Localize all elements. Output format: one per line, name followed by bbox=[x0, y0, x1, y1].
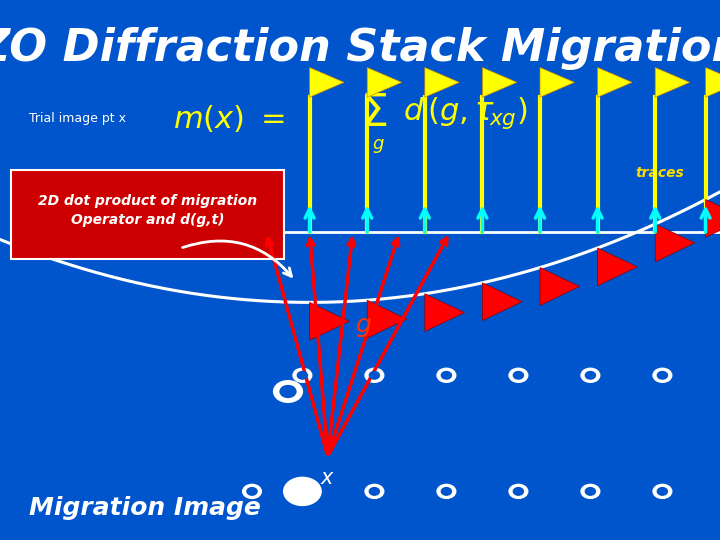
Polygon shape bbox=[706, 199, 720, 237]
Text: Migration Image: Migration Image bbox=[29, 496, 261, 519]
Circle shape bbox=[369, 488, 379, 495]
Circle shape bbox=[297, 372, 307, 379]
Circle shape bbox=[365, 368, 384, 382]
Circle shape bbox=[437, 484, 456, 498]
Circle shape bbox=[369, 372, 379, 379]
Polygon shape bbox=[367, 68, 402, 97]
Text: $d\,(g,\tau_{\!xg})$: $d\,(g,\tau_{\!xg})$ bbox=[403, 96, 528, 131]
Text: $\Sigma$: $\Sigma$ bbox=[360, 92, 387, 135]
Text: traces: traces bbox=[635, 166, 684, 180]
Text: $g$: $g$ bbox=[355, 315, 372, 339]
Polygon shape bbox=[655, 68, 690, 97]
Polygon shape bbox=[598, 68, 632, 97]
Circle shape bbox=[513, 488, 523, 495]
Text: 2D dot product of migration
Operator and d(g,t): 2D dot product of migration Operator and… bbox=[38, 194, 257, 227]
Polygon shape bbox=[482, 68, 517, 97]
Circle shape bbox=[280, 386, 296, 397]
Circle shape bbox=[437, 368, 456, 382]
Circle shape bbox=[247, 488, 257, 495]
Circle shape bbox=[585, 488, 595, 495]
Polygon shape bbox=[482, 283, 522, 321]
Circle shape bbox=[441, 488, 451, 495]
Polygon shape bbox=[310, 302, 349, 340]
Circle shape bbox=[513, 372, 523, 379]
Circle shape bbox=[653, 484, 672, 498]
Circle shape bbox=[581, 484, 600, 498]
Polygon shape bbox=[310, 68, 344, 97]
Circle shape bbox=[243, 484, 261, 498]
Circle shape bbox=[657, 372, 667, 379]
Text: $g$: $g$ bbox=[372, 137, 384, 155]
Text: Trial image pt x: Trial image pt x bbox=[29, 112, 126, 125]
Circle shape bbox=[293, 368, 312, 382]
Text: ZO Diffraction Stack Migration: ZO Diffraction Stack Migration bbox=[0, 27, 720, 70]
Circle shape bbox=[284, 477, 321, 505]
Circle shape bbox=[585, 372, 595, 379]
Polygon shape bbox=[425, 294, 464, 332]
Circle shape bbox=[657, 488, 667, 495]
Polygon shape bbox=[367, 300, 407, 338]
Polygon shape bbox=[598, 248, 637, 286]
Circle shape bbox=[441, 372, 451, 379]
Text: $m(x)\ =\ $: $m(x)\ =\ $ bbox=[173, 103, 284, 134]
Circle shape bbox=[581, 368, 600, 382]
Polygon shape bbox=[540, 68, 575, 97]
Text: $x$: $x$ bbox=[320, 468, 335, 488]
Polygon shape bbox=[540, 267, 580, 305]
Polygon shape bbox=[425, 68, 459, 97]
Circle shape bbox=[509, 368, 528, 382]
Circle shape bbox=[509, 484, 528, 498]
Circle shape bbox=[274, 381, 302, 402]
Polygon shape bbox=[706, 68, 720, 97]
Circle shape bbox=[653, 368, 672, 382]
Polygon shape bbox=[655, 224, 695, 262]
FancyBboxPatch shape bbox=[11, 170, 284, 259]
Circle shape bbox=[365, 484, 384, 498]
